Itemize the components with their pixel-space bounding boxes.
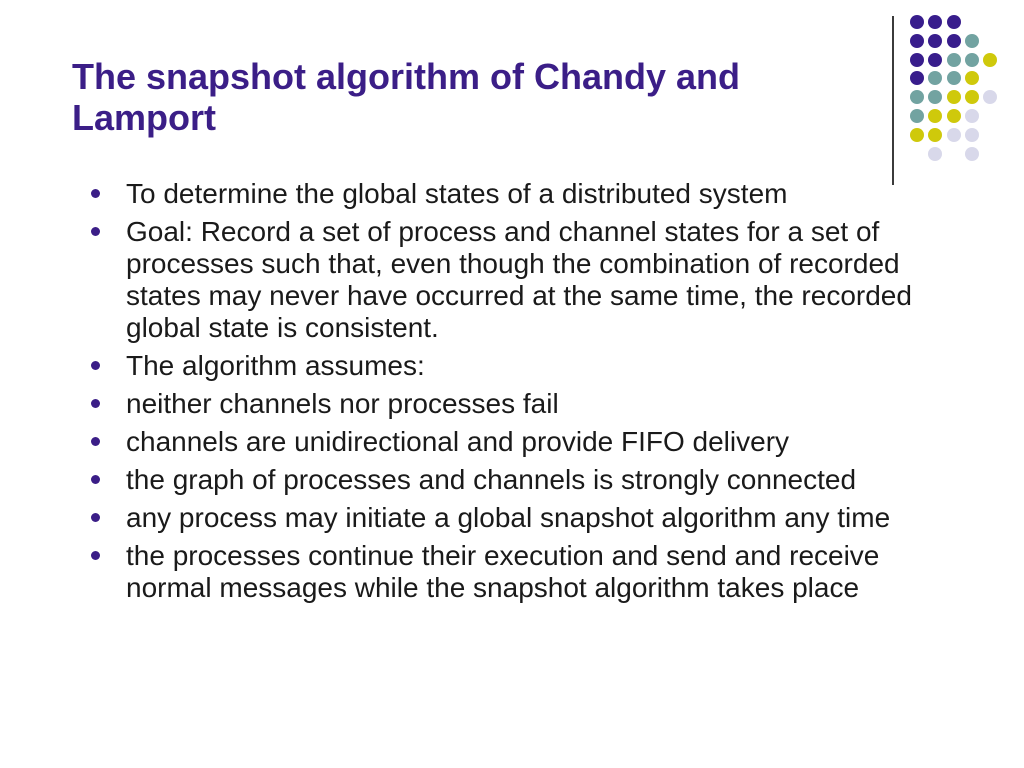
decoration-dot-yellow bbox=[946, 109, 961, 123]
bullet-dot-icon bbox=[91, 475, 100, 484]
decoration-dot-lavender bbox=[964, 146, 979, 161]
bullet-text: neither channels nor processes fail bbox=[126, 388, 559, 419]
bullet-item: The algorithm assumes: bbox=[91, 350, 936, 382]
bullet-item: channels are unidirectional and provide … bbox=[91, 426, 936, 458]
bullet-dot-icon bbox=[91, 227, 100, 236]
decoration-dot-yellow bbox=[946, 90, 961, 105]
decoration-dot-teal bbox=[964, 52, 979, 67]
decoration-dot-lavender bbox=[964, 109, 979, 123]
decoration-dot-yellow bbox=[983, 52, 998, 67]
bullet-item: the processes continue their execution a… bbox=[91, 540, 936, 604]
decoration-dot-teal bbox=[946, 52, 961, 67]
bullet-dot-icon bbox=[91, 437, 100, 446]
bullet-dot-icon bbox=[91, 551, 100, 560]
decoration-dot-lavender bbox=[946, 127, 961, 142]
decoration-dot-purple bbox=[928, 15, 943, 29]
bullet-text: any process may initiate a global snapsh… bbox=[126, 502, 891, 533]
decoration-dot-purple bbox=[910, 15, 924, 29]
decoration-dot-teal bbox=[910, 109, 924, 123]
decoration-dot-yellow bbox=[964, 71, 979, 86]
bullet-dot-icon bbox=[91, 399, 100, 408]
decoration-dot-purple bbox=[910, 71, 924, 86]
bullet-list: To determine the global states of a dist… bbox=[91, 178, 936, 610]
decoration-dot-purple bbox=[946, 15, 961, 29]
decoration-vertical-line bbox=[892, 16, 894, 185]
decoration-dot-teal bbox=[946, 71, 961, 86]
bullet-dot-icon bbox=[91, 189, 100, 198]
bullet-dot-icon bbox=[91, 361, 100, 370]
decoration-dot-purple bbox=[910, 33, 924, 48]
decoration-dot-yellow bbox=[964, 90, 979, 105]
bullet-text: channels are unidirectional and provide … bbox=[126, 426, 790, 457]
bullet-dot-icon bbox=[91, 513, 100, 522]
bullet-text: the processes continue their execution a… bbox=[126, 540, 880, 603]
bullet-item: any process may initiate a global snapsh… bbox=[91, 502, 936, 534]
bullet-item: Goal: Record a set of process and channe… bbox=[91, 216, 936, 344]
bullet-item: To determine the global states of a dist… bbox=[91, 178, 936, 210]
decoration-dot-purple bbox=[946, 33, 961, 48]
decoration-dot-teal bbox=[964, 33, 979, 48]
bullet-text: To determine the global states of a dist… bbox=[126, 178, 788, 209]
decoration-dot-lavender bbox=[928, 146, 943, 161]
slide-title: The snapshot algorithm of Chandy and Lam… bbox=[72, 56, 741, 138]
decoration-dot-purple bbox=[928, 52, 943, 67]
bullet-text: The algorithm assumes: bbox=[126, 350, 425, 381]
decoration-dot-purple bbox=[910, 52, 924, 67]
decoration-dot-lavender bbox=[983, 90, 998, 105]
decoration-dot-teal bbox=[910, 90, 924, 105]
bullet-text: the graph of processes and channels is s… bbox=[126, 464, 857, 495]
decoration-dot-yellow bbox=[910, 127, 924, 142]
decoration-dot-teal bbox=[928, 90, 943, 105]
decoration-dot-grid bbox=[910, 15, 1016, 179]
decoration-dot-lavender bbox=[964, 127, 979, 142]
decoration-dot-teal bbox=[928, 71, 943, 86]
decoration-dot-yellow bbox=[928, 127, 943, 142]
bullet-text: Goal: Record a set of process and channe… bbox=[126, 216, 912, 343]
bullet-item: the graph of processes and channels is s… bbox=[91, 464, 936, 496]
decoration-dot-purple bbox=[928, 33, 943, 48]
decoration-dot-yellow bbox=[928, 109, 943, 123]
bullet-item: neither channels nor processes fail bbox=[91, 388, 936, 420]
